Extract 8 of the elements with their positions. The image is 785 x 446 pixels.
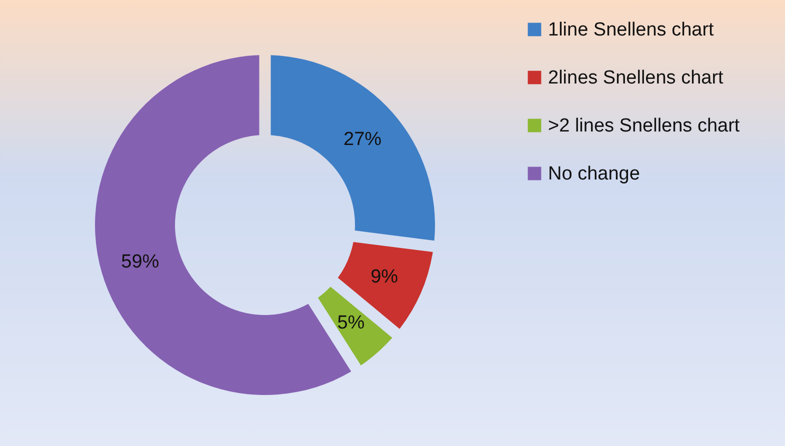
legend-label: 1line Snellens chart xyxy=(548,20,715,40)
legend-label: >2 lines Snellens chart xyxy=(548,116,740,136)
data-label: 5% xyxy=(337,312,365,334)
legend-label: No change xyxy=(548,164,640,184)
data-label: 9% xyxy=(370,266,398,288)
data-label: 59% xyxy=(121,251,160,272)
data-label: 27% xyxy=(344,129,382,150)
legend-label: 2lines Snellens chart xyxy=(548,68,724,88)
